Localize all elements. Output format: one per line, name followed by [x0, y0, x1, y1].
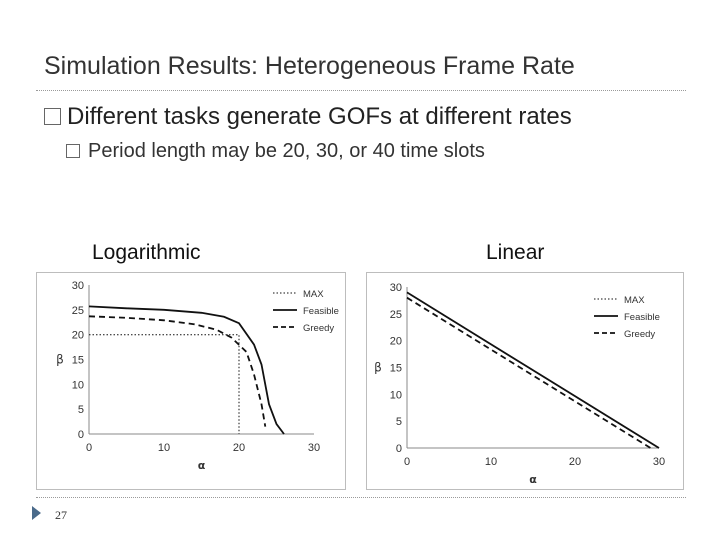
- legend-label: Feasible: [303, 306, 339, 317]
- chart-logarithmic-svg: 0 5 10 15 20 25 30 0 10 20 30 α β MAX Feasible Greedy: [36, 272, 346, 490]
- bullet-sub-text: Period length may be 20, 30, or 40 time …: [88, 140, 485, 162]
- chart-linear: 0 5 10 15 20 25 30 0 10 20 30 α β MAX Feasible Greedy: [366, 272, 684, 490]
- legend-label: Feasible: [624, 312, 660, 323]
- x-tick-label: 20: [569, 456, 581, 468]
- y-tick-label: 0: [78, 429, 84, 441]
- slide-title: Simulation Results: Heterogeneous Frame …: [44, 52, 575, 80]
- x-tick-label: 10: [485, 456, 497, 468]
- series-line-max: [89, 334, 240, 434]
- legend-label: MAX: [624, 295, 645, 306]
- bullet-box-icon: [66, 144, 80, 158]
- footer-divider: [36, 497, 686, 498]
- x-axis-label: α: [198, 459, 206, 472]
- y-tick-label: 5: [78, 404, 84, 416]
- x-tick-label: 0: [404, 456, 410, 468]
- x-axis-label: α: [529, 473, 537, 486]
- legend-label: Greedy: [303, 323, 334, 334]
- y-tick-label: 20: [72, 330, 84, 342]
- chart-frame: [36, 272, 346, 490]
- y-tick-label: 20: [390, 336, 402, 348]
- y-tick-label: 10: [390, 389, 402, 401]
- series-line-feasible: [88, 305, 285, 435]
- y-axis-label: β: [56, 353, 64, 367]
- y-tick-label: 5: [396, 416, 402, 428]
- y-tick-label: 25: [390, 309, 402, 321]
- y-tick-label: 15: [72, 355, 84, 367]
- bullet-main-text: Different tasks generate GOFs at differe…: [67, 103, 572, 130]
- x-tick-label: 0: [86, 442, 92, 454]
- y-tick-label: 10: [72, 379, 84, 391]
- legend-label: Greedy: [624, 329, 655, 340]
- x-tick-label: 30: [653, 456, 665, 468]
- chart-linear-svg: 0 5 10 15 20 25 30 0 10 20 30 α β MAX Feasible Greedy: [366, 272, 684, 490]
- x-tick-label: 10: [158, 442, 170, 454]
- title-divider-top: [36, 90, 686, 91]
- chart-label-logarithmic: Logarithmic: [92, 241, 201, 264]
- series-line-greedy: [88, 315, 267, 427]
- legend-label: MAX: [303, 289, 324, 300]
- page-number: 27: [55, 508, 67, 522]
- y-tick-label: 30: [390, 282, 402, 294]
- y-tick-label: 25: [72, 305, 84, 317]
- y-tick-label: 0: [396, 443, 402, 455]
- x-tick-label: 30: [308, 442, 320, 454]
- bullet-main: Different tasks generate GOFs at differe…: [44, 103, 572, 131]
- bullet-box-icon: [44, 108, 61, 125]
- page-marker-icon: [32, 506, 41, 520]
- y-tick-label: 30: [72, 280, 84, 292]
- y-tick-label: 15: [390, 363, 402, 375]
- chart-logarithmic: 0 5 10 15 20 25 30 0 10 20 30 α β MAX Feasible Greedy: [36, 272, 346, 490]
- chart-label-linear: Linear: [486, 241, 545, 264]
- series-line-greedy: [406, 296, 652, 449]
- y-axis-label: β: [374, 361, 382, 375]
- series-line-feasible: [406, 291, 660, 449]
- x-tick-label: 20: [233, 442, 245, 454]
- chart-frame: [366, 272, 684, 490]
- bullet-sub: Period length may be 20, 30, or 40 time …: [66, 140, 485, 163]
